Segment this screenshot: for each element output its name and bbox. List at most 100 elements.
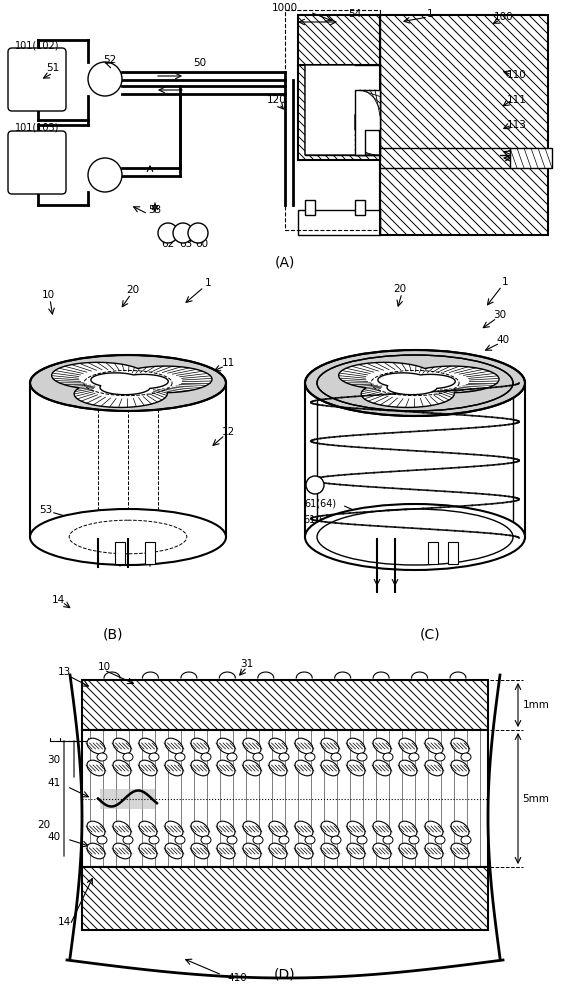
Text: (D): (D) [274, 968, 296, 982]
Bar [448, 542, 458, 564]
Text: 14: 14 [57, 917, 71, 927]
Ellipse shape [425, 738, 443, 754]
Bar [115, 542, 125, 564]
Ellipse shape [399, 821, 417, 837]
Text: 53: 53 [149, 205, 162, 215]
Ellipse shape [165, 760, 183, 776]
Ellipse shape [191, 738, 209, 754]
Text: 62: 62 [162, 239, 175, 249]
Ellipse shape [383, 836, 393, 844]
Ellipse shape [331, 753, 341, 761]
Text: 40: 40 [47, 832, 60, 842]
Ellipse shape [227, 836, 237, 844]
Bar [82, 680, 488, 730]
Ellipse shape [253, 753, 263, 761]
Polygon shape [91, 373, 168, 395]
Text: 60: 60 [195, 239, 209, 249]
Text: 61(65): 61(65) [304, 515, 336, 525]
Ellipse shape [113, 843, 131, 859]
Ellipse shape [461, 753, 471, 761]
Text: 53: 53 [39, 505, 52, 515]
Ellipse shape [399, 843, 417, 859]
Text: (C): (C) [420, 628, 440, 642]
Ellipse shape [113, 760, 131, 776]
Text: 101(102): 101(102) [15, 40, 60, 50]
Ellipse shape [97, 753, 107, 761]
Text: 120: 120 [267, 95, 287, 105]
Bar [355, 200, 365, 215]
Text: 1: 1 [205, 278, 211, 288]
Ellipse shape [321, 821, 339, 837]
Text: 54: 54 [348, 9, 362, 19]
Text: 10: 10 [42, 290, 55, 300]
Text: 1000: 1000 [272, 3, 298, 13]
Bar [298, 15, 380, 65]
Text: 50: 50 [137, 543, 150, 553]
Bar [285, 10, 380, 230]
Text: 20: 20 [393, 284, 407, 294]
Ellipse shape [435, 836, 445, 844]
Ellipse shape [87, 760, 105, 776]
Ellipse shape [139, 843, 157, 859]
Ellipse shape [295, 738, 313, 754]
Ellipse shape [165, 738, 183, 754]
Ellipse shape [139, 738, 157, 754]
Ellipse shape [217, 738, 235, 754]
Ellipse shape [191, 821, 209, 837]
Ellipse shape [165, 843, 183, 859]
Ellipse shape [451, 738, 469, 754]
Ellipse shape [243, 760, 261, 776]
Text: 52: 52 [104, 55, 117, 65]
Bar [298, 210, 380, 235]
Ellipse shape [87, 738, 105, 754]
Text: (A): (A) [275, 256, 295, 270]
Ellipse shape [435, 753, 445, 761]
Ellipse shape [243, 738, 261, 754]
Ellipse shape [373, 821, 391, 837]
Text: 50: 50 [426, 543, 440, 553]
Text: 63: 63 [179, 239, 193, 249]
Text: 5mm: 5mm [522, 794, 550, 804]
Text: 101(103): 101(103) [15, 123, 59, 133]
Ellipse shape [30, 355, 226, 411]
Ellipse shape [175, 753, 185, 761]
Ellipse shape [425, 760, 443, 776]
Ellipse shape [295, 760, 313, 776]
Ellipse shape [269, 843, 287, 859]
Circle shape [173, 223, 193, 243]
Ellipse shape [425, 843, 443, 859]
Ellipse shape [451, 843, 469, 859]
Ellipse shape [331, 836, 341, 844]
Ellipse shape [373, 843, 391, 859]
Ellipse shape [113, 738, 131, 754]
Ellipse shape [217, 843, 235, 859]
Ellipse shape [113, 821, 131, 837]
Ellipse shape [30, 509, 226, 565]
Ellipse shape [409, 753, 419, 761]
Bar [305, 200, 315, 215]
Circle shape [306, 476, 324, 494]
Bar [298, 65, 380, 160]
Ellipse shape [383, 753, 393, 761]
Text: 12: 12 [221, 427, 234, 437]
Ellipse shape [165, 821, 183, 837]
Ellipse shape [87, 821, 105, 837]
Ellipse shape [321, 760, 339, 776]
Ellipse shape [461, 836, 471, 844]
Ellipse shape [347, 760, 365, 776]
Text: 13: 13 [57, 667, 71, 677]
Text: 113: 113 [507, 120, 527, 130]
Ellipse shape [139, 821, 157, 837]
Text: 54: 54 [436, 520, 450, 530]
Text: 51: 51 [47, 63, 60, 73]
FancyBboxPatch shape [8, 131, 66, 194]
Ellipse shape [321, 843, 339, 859]
Text: 111: 111 [507, 95, 527, 105]
Text: (B): (B) [103, 628, 123, 642]
Ellipse shape [305, 350, 525, 416]
Text: 40: 40 [496, 335, 510, 345]
Ellipse shape [279, 836, 289, 844]
Ellipse shape [139, 760, 157, 776]
Text: 41: 41 [47, 778, 61, 788]
Text: 10: 10 [97, 662, 110, 672]
